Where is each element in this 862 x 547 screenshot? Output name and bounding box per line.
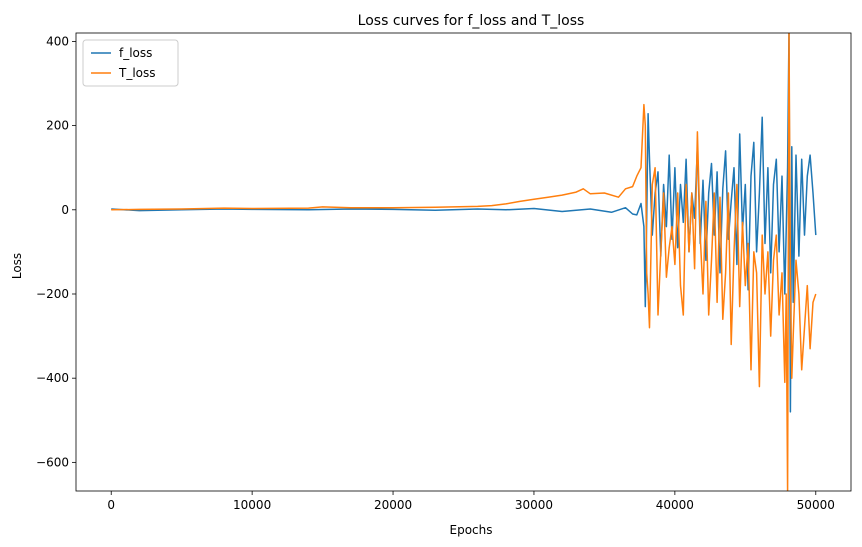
x-axis-label: Epochs xyxy=(450,523,493,537)
x-tick-label: 50000 xyxy=(797,498,835,512)
x-tick-label: 10000 xyxy=(233,498,271,512)
y-tick-label: −400 xyxy=(36,371,69,385)
legend-label: f_loss xyxy=(119,46,152,60)
series-line-f-loss xyxy=(111,33,817,413)
y-tick-label: 400 xyxy=(46,34,69,48)
plot-area xyxy=(75,32,852,492)
series-line-T-loss xyxy=(111,33,817,491)
y-tick-label: 0 xyxy=(61,203,69,217)
x-tick-label: 20000 xyxy=(374,498,412,512)
y-tick-label: 200 xyxy=(46,119,69,133)
series-layer xyxy=(111,33,817,491)
x-axis: 0 10000 20000 30000 40000 50000 xyxy=(107,491,835,512)
x-tick-label: 0 xyxy=(107,498,115,512)
y-axis-label: Loss xyxy=(10,253,24,279)
x-tick-label: 40000 xyxy=(656,498,694,512)
y-axis: −600 −400 −200 0 200 400 xyxy=(36,34,76,469)
y-tick-label: −600 xyxy=(36,455,69,469)
legend-box xyxy=(82,39,179,87)
x-tick-label: 30000 xyxy=(515,498,553,512)
chart-title: Loss curves for f_loss and T_loss xyxy=(358,13,585,29)
y-tick-label: −200 xyxy=(36,287,69,301)
legend-label: T_loss xyxy=(118,66,156,80)
legend: f_loss T_loss xyxy=(82,39,179,87)
plot-frame xyxy=(75,32,852,492)
